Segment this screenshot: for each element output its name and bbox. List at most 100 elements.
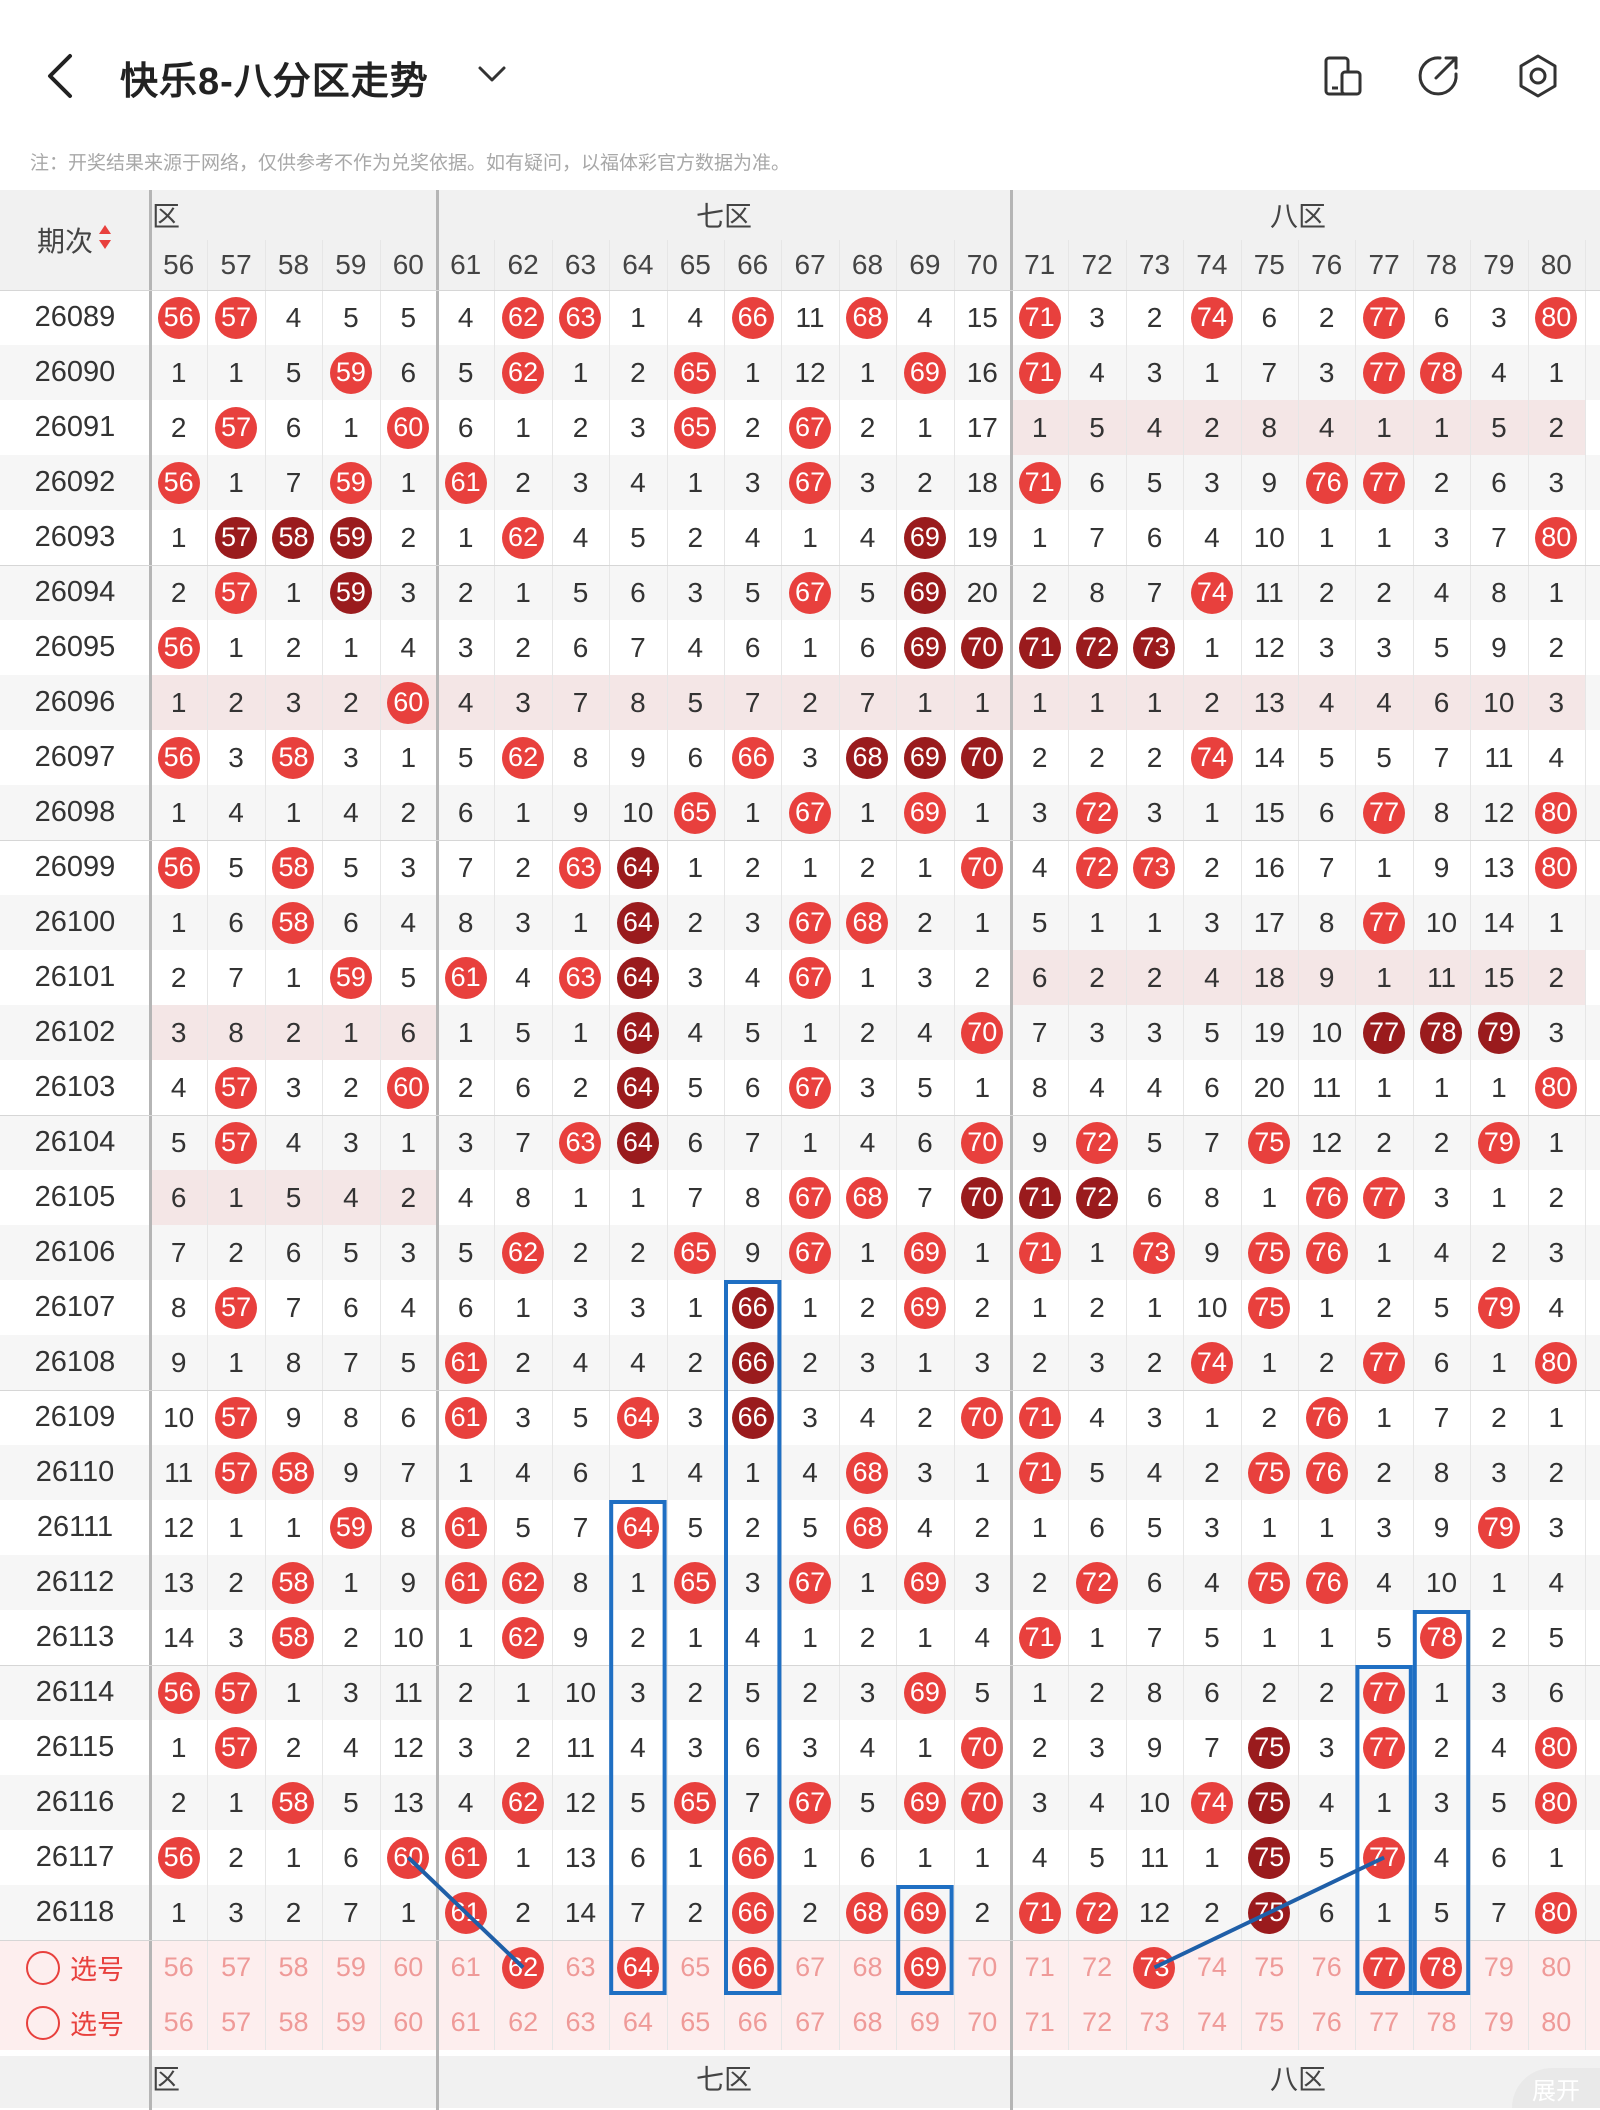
select-number[interactable]: 57	[221, 1952, 252, 1982]
select-number[interactable]: 63	[565, 1952, 596, 1982]
select-number[interactable]: 80	[1541, 2007, 1572, 2037]
chevron-down-icon[interactable]	[472, 60, 512, 90]
select-number[interactable]: 68	[852, 1952, 883, 1982]
table-cell: 4	[974, 1621, 991, 1653]
select-row-label[interactable]: 选号	[0, 1940, 150, 1995]
select-row-label[interactable]: 选号	[0, 1995, 150, 2050]
select-radio-icon[interactable]	[26, 2005, 60, 2040]
select-number[interactable]: 78	[1426, 2007, 1457, 2037]
table-cell: 5	[285, 1181, 302, 1213]
page-title[interactable]: 快乐8-八分区走势	[120, 61, 429, 103]
select-number[interactable]: 74	[1196, 2007, 1227, 2037]
table-cell: 2	[687, 906, 704, 938]
select-number[interactable]: 72	[1082, 1952, 1113, 1982]
select-number[interactable]: 64	[609, 1940, 666, 1995]
table-cell: 2	[1089, 1291, 1105, 1323]
select-number[interactable]: 78	[1413, 1940, 1470, 1995]
selected-ball[interactable]: 64	[616, 1946, 659, 1989]
select-number[interactable]: 69	[909, 2007, 940, 2037]
selected-ball[interactable]: 77	[1363, 1946, 1406, 1989]
table-cell: 2	[1031, 741, 1048, 773]
select-number[interactable]: 77	[1369, 2007, 1400, 2037]
selected-ball[interactable]: 69	[903, 1946, 946, 1989]
select-number[interactable]: 59	[335, 1952, 366, 1982]
select-number[interactable]: 76	[1311, 2007, 1342, 2037]
table-cell: 2	[744, 851, 761, 883]
select-number[interactable]: 79	[1483, 2007, 1514, 2037]
table-cell: 2	[1548, 961, 1565, 993]
device-switch-icon[interactable]	[1318, 52, 1366, 100]
select-number[interactable]: 62	[494, 1940, 551, 1995]
select-number[interactable]: 77	[1355, 1940, 1412, 1995]
select-number[interactable]: 64	[622, 2007, 653, 2037]
select-number[interactable]: 57	[221, 2007, 252, 2037]
select-number[interactable]: 67	[795, 1952, 826, 1982]
select-number[interactable]: 80	[1541, 1952, 1572, 1982]
select-number[interactable]: 67	[795, 2007, 826, 2037]
select-radio-icon[interactable]	[26, 1950, 60, 1985]
settings-icon[interactable]	[1514, 52, 1562, 100]
select-number[interactable]: 73	[1139, 2007, 1170, 2037]
table-row-bg	[0, 290, 1600, 345]
select-number[interactable]: 69	[896, 1940, 953, 1995]
number-ball: 71	[1018, 351, 1061, 394]
select-number[interactable]: 75	[1254, 2007, 1285, 2037]
table-cell: 75	[1241, 1225, 1298, 1280]
back-arrow-icon[interactable]	[40, 48, 88, 104]
select-number[interactable]: 61	[450, 2007, 481, 2037]
table-cell: 8	[1318, 906, 1335, 938]
table-cell: 74	[1183, 565, 1240, 620]
select-number[interactable]: 79	[1483, 1952, 1514, 1982]
number-ball: 65	[674, 1231, 717, 1274]
period-cell: 26118	[35, 1896, 115, 1928]
select-number[interactable]: 74	[1196, 1952, 1227, 1982]
selected-ball[interactable]: 73	[1133, 1946, 1176, 1989]
select-number[interactable]: 73	[1126, 1940, 1183, 1995]
select-number[interactable]: 56	[163, 2007, 194, 2037]
select-number[interactable]: 71	[1024, 1952, 1055, 1982]
select-number[interactable]: 72	[1082, 2007, 1113, 2037]
select-number[interactable]: 58	[278, 2007, 309, 2037]
select-number[interactable]: 76	[1311, 1952, 1342, 1982]
period-header[interactable]: 期次	[0, 190, 150, 290]
select-number[interactable]: 56	[163, 1952, 194, 1982]
select-number[interactable]: 59	[335, 2007, 366, 2037]
sort-icon[interactable]	[97, 222, 113, 259]
share-icon[interactable]	[1414, 52, 1462, 100]
table-cell: 4	[744, 1621, 761, 1653]
number-ball: 62	[502, 1781, 545, 1824]
table-cell: 5	[515, 1511, 531, 1543]
table-cell: 2	[1146, 961, 1163, 993]
period-cell: 26117	[35, 1841, 115, 1873]
select-number[interactable]: 70	[967, 1952, 998, 1982]
column-header-57: 57	[220, 249, 252, 280]
number-ball: 69	[903, 1891, 946, 1934]
group-divider	[0, 565, 1600, 566]
number-ball: 63	[559, 296, 602, 339]
table-cell: 65	[667, 400, 724, 455]
selected-ball[interactable]: 66	[731, 1946, 774, 1989]
select-number[interactable]: 58	[278, 1952, 309, 1982]
table-cell: 68	[839, 895, 896, 950]
column-header-58: 58	[277, 249, 310, 280]
select-number[interactable]: 75	[1254, 1952, 1285, 1982]
select-number[interactable]: 65	[680, 1952, 711, 1982]
number-ball: 67	[789, 791, 832, 834]
selected-ball[interactable]: 62	[502, 1946, 545, 1989]
select-number[interactable]: 65	[680, 2007, 711, 2037]
select-number[interactable]: 68	[852, 2007, 883, 2037]
select-number[interactable]: 62	[508, 2007, 539, 2037]
select-number[interactable]: 60	[393, 2007, 424, 2037]
select-number[interactable]: 63	[565, 2007, 596, 2037]
select-number[interactable]: 71	[1024, 2007, 1055, 2037]
table-cell: 1	[515, 796, 531, 828]
table-cell: 7	[343, 1896, 359, 1928]
selected-ball[interactable]: 78	[1420, 1946, 1463, 1989]
table-cell: 6	[343, 1291, 359, 1323]
select-number[interactable]: 66	[724, 1940, 781, 1995]
select-number[interactable]: 66	[737, 2007, 768, 2037]
select-number[interactable]: 70	[967, 2007, 998, 2037]
select-number[interactable]: 61	[450, 1952, 481, 1982]
table-cell: 6	[1146, 521, 1163, 553]
select-number[interactable]: 60	[393, 1952, 424, 1982]
